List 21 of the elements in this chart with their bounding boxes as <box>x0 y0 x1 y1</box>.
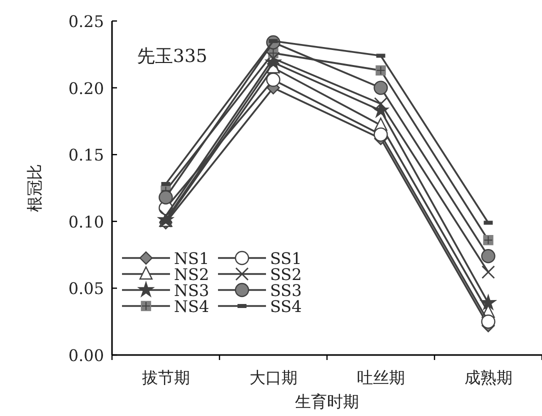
legend-label: SS2 <box>270 265 302 284</box>
legend-label: NS4 <box>174 297 210 316</box>
y-axis-title: 根冠比 <box>25 164 44 212</box>
legend-label: NS2 <box>174 265 210 284</box>
legend-label: NS3 <box>174 281 210 300</box>
y-tick-label: 0.00 <box>68 346 104 365</box>
y-tick-label: 0.10 <box>68 212 104 232</box>
x-tick-label: 拔节期 <box>142 368 190 387</box>
x-tick-label: 成熟期 <box>464 368 512 387</box>
legend-label: NS1 <box>174 249 210 268</box>
y-tick-label: 0.20 <box>68 78 104 98</box>
x-tick-label: 吐丝期 <box>356 368 405 387</box>
annotation: 先玉335 <box>137 46 208 67</box>
legend-label: SS1 <box>270 249 302 268</box>
legend-label: SS4 <box>270 297 302 316</box>
y-tick-label: 0.25 <box>68 12 104 31</box>
y-tick-label: 0.05 <box>68 279 104 298</box>
x-axis-title: 生育时期 <box>295 392 359 411</box>
legend-label: SS3 <box>270 281 302 300</box>
x-tick-label: 大口期 <box>249 368 298 387</box>
y-tick-label: 0.15 <box>68 146 104 165</box>
